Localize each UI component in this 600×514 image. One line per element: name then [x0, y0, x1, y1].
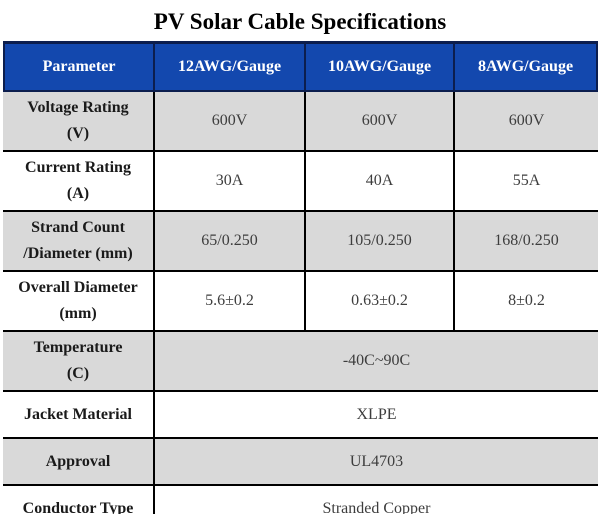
param-cell: Approval — [3, 439, 155, 486]
column-header-parameter: Parameter — [3, 41, 155, 92]
param-label-line2: (V) — [66, 125, 90, 142]
value-cell: 600V — [306, 92, 455, 152]
value-cell: 0.63±0.2 — [306, 272, 455, 332]
value-cell: 30A — [155, 152, 306, 212]
param-label-line1: Temperature — [33, 339, 123, 356]
value-cell: 168/0.250 — [455, 212, 598, 272]
column-header-12awg: 12AWG/Gauge — [155, 41, 306, 92]
param-cell: Voltage Rating (V) — [3, 92, 155, 152]
value-cell: 40A — [306, 152, 455, 212]
table-row-approval: Approval UL4703 — [3, 439, 598, 486]
table-row-jacket-material: Jacket Material XLPE — [3, 392, 598, 439]
param-label-line2: /Diameter (mm) — [23, 245, 133, 262]
param-label-line1: Approval — [45, 452, 111, 470]
param-label-line1: Overall Diameter — [18, 279, 138, 296]
value-cell: 55A — [455, 152, 598, 212]
merged-value-cell: XLPE — [155, 392, 598, 439]
page-title: PV Solar Cable Specifications — [153, 9, 447, 34]
param-cell: Conductor Type — [3, 486, 155, 514]
table-row-overall-diameter: Overall Diameter (mm) 5.6±0.2 0.63±0.2 8… — [3, 272, 598, 332]
param-label-line2: (C) — [66, 365, 90, 382]
column-header-10awg: 10AWG/Gauge — [306, 41, 455, 92]
param-label-line1: Strand Count — [31, 219, 125, 236]
param-label-line1: Current Rating — [25, 159, 131, 176]
param-cell: Overall Diameter (mm) — [3, 272, 155, 332]
column-header-8awg: 8AWG/Gauge — [455, 41, 598, 92]
table-row-temperature: Temperature (C) -40C~90C — [3, 332, 598, 392]
param-label-line1: Voltage Rating — [27, 99, 129, 116]
value-cell: 65/0.250 — [155, 212, 306, 272]
header-row: Parameter 12AWG/Gauge 10AWG/Gauge 8AWG/G… — [3, 41, 598, 92]
param-cell: Strand Count /Diameter (mm) — [3, 212, 155, 272]
value-cell: 5.6±0.2 — [155, 272, 306, 332]
merged-value-cell: UL4703 — [155, 439, 598, 486]
merged-value-cell: -40C~90C — [155, 332, 598, 392]
spec-table: Parameter 12AWG/Gauge 10AWG/Gauge 8AWG/G… — [3, 41, 598, 514]
param-label-line1: Jacket Material — [24, 405, 132, 423]
value-cell: 105/0.250 — [306, 212, 455, 272]
table-row-current-rating: Current Rating (A) 30A 40A 55A — [3, 152, 598, 212]
value-cell: 600V — [155, 92, 306, 152]
value-cell: 8±0.2 — [455, 272, 598, 332]
param-cell: Jacket Material — [3, 392, 155, 439]
table-row-strand-count: Strand Count /Diameter (mm) 65/0.250 105… — [3, 212, 598, 272]
table-row-voltage-rating: Voltage Rating (V) 600V 600V 600V — [3, 92, 598, 152]
merged-value-cell: Stranded Copper — [155, 486, 598, 514]
param-label-line2: (A) — [66, 185, 90, 202]
param-cell: Current Rating (A) — [3, 152, 155, 212]
value-cell: 600V — [455, 92, 598, 152]
table-row-conductor-type: Conductor Type Stranded Copper — [3, 486, 598, 514]
param-label-line2: (mm) — [59, 305, 97, 322]
param-cell: Temperature (C) — [3, 332, 155, 392]
param-label-line1: Conductor Type — [22, 499, 134, 514]
